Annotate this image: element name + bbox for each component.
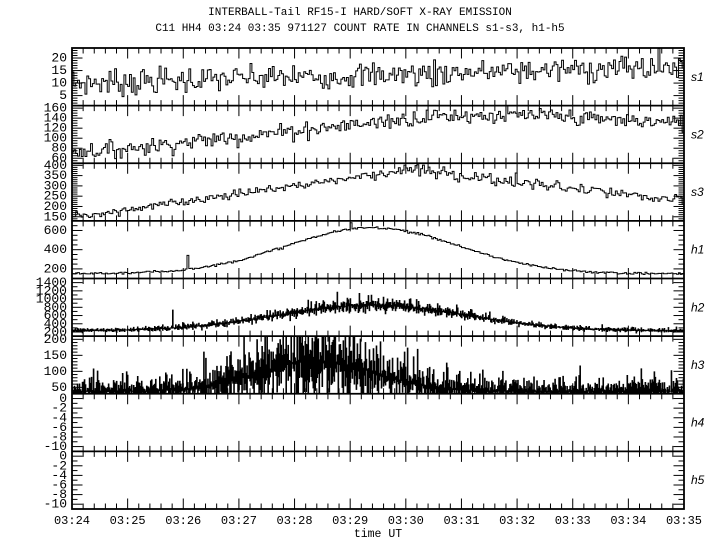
svg-text:C11 HH4 03:24 03:35 971127 CO: C11 HH4 03:24 03:35 971127 COUNT RATE IN… [155,23,564,35]
svg-text:03:26: 03:26 [165,514,201,528]
svg-text:600: 600 [44,223,67,238]
svg-text:h3: h3 [691,358,705,372]
svg-text:03:31: 03:31 [443,514,479,528]
svg-text:03:33: 03:33 [555,514,591,528]
svg-text:200: 200 [44,332,67,347]
svg-text:400: 400 [44,158,67,173]
svg-text:03:34: 03:34 [610,514,646,528]
svg-text:1400: 1400 [36,275,67,290]
svg-text:160: 160 [44,101,67,116]
svg-text:03:24: 03:24 [54,514,90,528]
svg-text:03:29: 03:29 [332,514,368,528]
svg-text:100: 100 [44,364,67,379]
svg-text:03:28: 03:28 [277,514,313,528]
svg-text:0: 0 [59,449,67,464]
svg-text:h5: h5 [691,473,705,487]
svg-text:400: 400 [44,242,67,257]
svg-text:03:27: 03:27 [221,514,257,528]
svg-text:0: 0 [59,391,67,406]
svg-text:h2: h2 [691,300,705,314]
svg-text:03:35: 03:35 [666,514,702,528]
svg-text:h1: h1 [691,243,704,257]
svg-text:03:25: 03:25 [110,514,146,528]
svg-text:150: 150 [44,348,67,363]
svg-text:03:30: 03:30 [388,514,424,528]
svg-text:s3: s3 [691,185,704,199]
svg-text:03:32: 03:32 [499,514,535,528]
svg-text:s1: s1 [691,70,704,84]
svg-text:time UT: time UT [354,528,402,541]
svg-text:h4: h4 [691,416,705,430]
svg-text:20: 20 [51,51,67,66]
svg-text:INTERBALL-Tail RF15-I HARD/SOF: INTERBALL-Tail RF15-I HARD/SOFT X-RAY EM… [208,7,512,19]
svg-text:s2: s2 [691,127,704,141]
